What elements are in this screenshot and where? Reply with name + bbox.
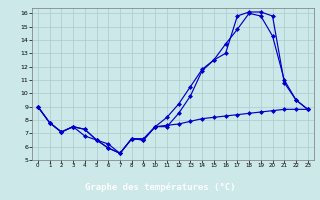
Text: Graphe des températures (°C): Graphe des températures (°C): [85, 183, 235, 192]
